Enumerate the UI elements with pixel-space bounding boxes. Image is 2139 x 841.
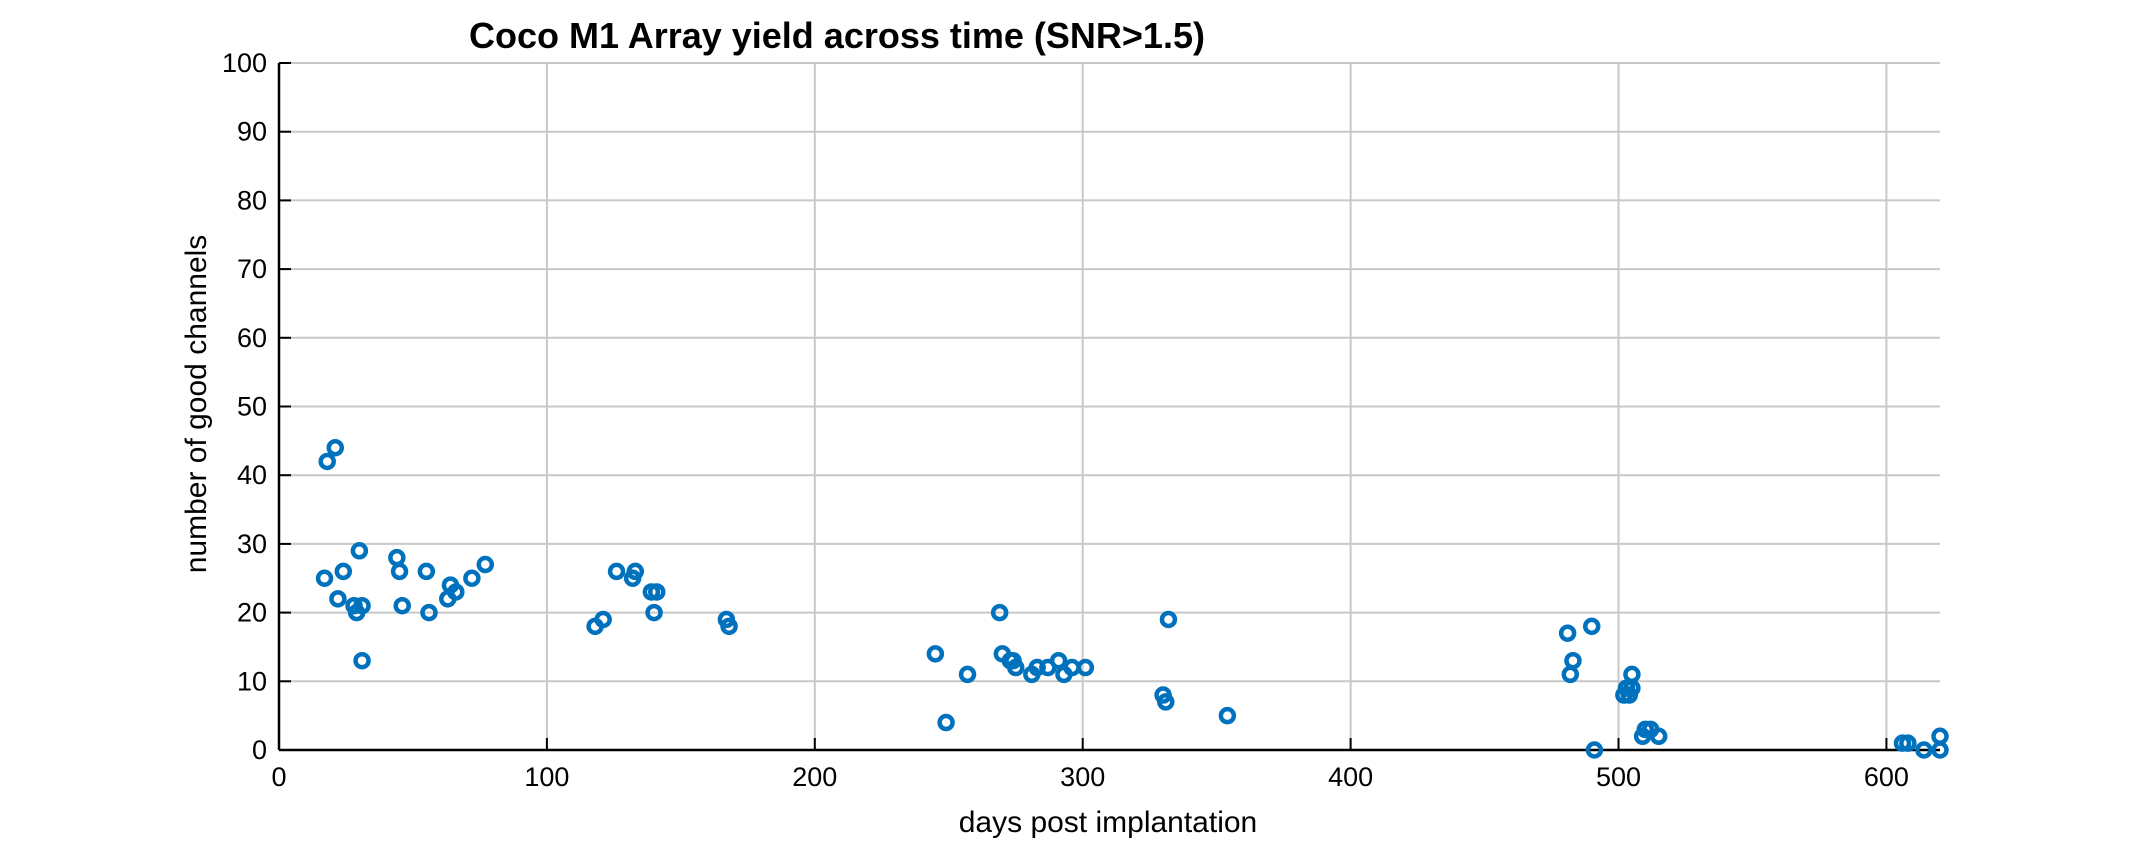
data-point [393, 596, 411, 615]
y-tick-label: 10 [237, 666, 267, 696]
x-tick-label: 500 [1596, 762, 1641, 792]
data-point [1157, 693, 1175, 711]
x-tick-label: 300 [1060, 762, 1105, 792]
data-point [390, 562, 409, 581]
x-axis-label: days post implantation [959, 806, 1258, 839]
data-point [990, 603, 1009, 622]
x-tick-label: 400 [1328, 762, 1373, 792]
data-point [1006, 658, 1025, 677]
data-point [353, 651, 371, 670]
data-point [350, 542, 369, 560]
data-point [1063, 658, 1081, 677]
data-point [1585, 741, 1604, 759]
data-point [1915, 741, 1933, 759]
data-point [326, 438, 345, 457]
data-point [417, 562, 436, 581]
data-point [420, 603, 438, 622]
data-point [1931, 741, 1949, 759]
data-point [958, 665, 977, 684]
data-point [476, 555, 495, 574]
data-point [720, 617, 738, 636]
data-point [1931, 727, 1949, 746]
data-point [1899, 734, 1917, 752]
data-point [329, 590, 347, 608]
data-point [1076, 658, 1095, 677]
y-tick-label: 100 [222, 48, 267, 78]
data-point [594, 610, 612, 629]
data-point [647, 583, 666, 601]
data-point [318, 452, 336, 471]
data-point [626, 562, 645, 581]
data-point [926, 645, 945, 663]
y-tick-label: 90 [237, 117, 267, 147]
data-point [353, 596, 371, 615]
x-tick-label: 600 [1864, 762, 1909, 792]
x-tick-label: 0 [271, 762, 286, 792]
grid [279, 62, 1940, 750]
y-axis-label: number of good channels [180, 235, 213, 574]
data-point [388, 548, 406, 567]
data-point [463, 569, 481, 587]
y-tick-label: 70 [237, 254, 267, 284]
data-point [1218, 706, 1237, 725]
data-point [334, 562, 353, 581]
ticks: 0 100 200 300 400 500 600 0 10 20 30 40 50 60 70 80 90 10… [222, 48, 1909, 792]
y-tick-label: 60 [237, 323, 267, 353]
data-point [1564, 651, 1582, 670]
data-point [1159, 610, 1178, 629]
y-tick-label: 40 [237, 460, 267, 490]
data-point [1561, 665, 1580, 684]
data-points [315, 438, 1949, 759]
data-point [1582, 617, 1601, 636]
x-tick-label: 200 [792, 762, 837, 792]
data-point [1558, 624, 1577, 642]
data-point [315, 569, 334, 587]
data-point [447, 583, 465, 601]
y-tick-label: 50 [237, 392, 267, 422]
chart-title: Coco M1 Array yield across time (SNR>1.5… [469, 15, 1205, 56]
y-tick-label: 80 [237, 185, 267, 215]
data-point [1623, 679, 1641, 697]
y-tick-label: 0 [252, 735, 267, 765]
data-point [1049, 651, 1068, 670]
y-tick-label: 20 [237, 598, 267, 628]
data-point [607, 562, 626, 581]
data-point [645, 603, 663, 622]
data-point [1028, 658, 1046, 677]
x-tick-label: 100 [524, 762, 569, 792]
data-point [1649, 727, 1668, 746]
data-point [937, 713, 955, 732]
y-tick-label: 30 [237, 529, 267, 559]
data-point [1623, 665, 1641, 684]
